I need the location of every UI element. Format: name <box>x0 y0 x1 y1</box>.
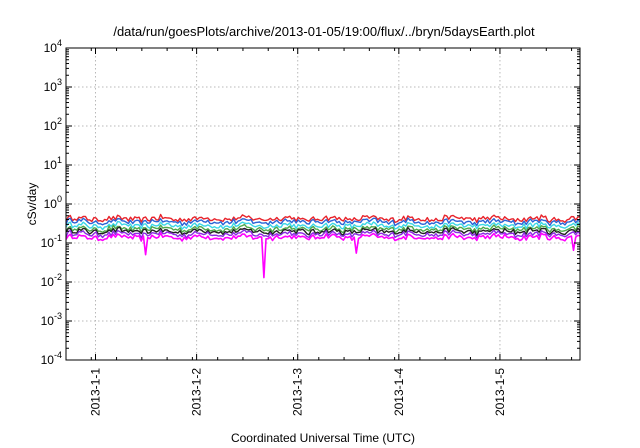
series-line <box>65 217 581 227</box>
y-axis: 10-4 10-3 10-2 10-1 100 101 102 103 104 <box>41 38 580 367</box>
series-line <box>65 229 581 239</box>
series-line <box>65 213 581 224</box>
x-tick-label: 2013-1-3 <box>291 368 305 416</box>
x-tick-label: 2013-1-5 <box>493 368 507 416</box>
series-line <box>65 226 581 237</box>
y-tick-label: 100 <box>44 194 62 211</box>
y-tick-label: 101 <box>44 155 62 172</box>
grid <box>66 48 580 360</box>
y-tick-label: 10-4 <box>41 350 62 367</box>
x-axis-label: Coordinated Universal Time (UTC) <box>231 431 415 445</box>
series-line <box>65 220 581 231</box>
series-group <box>65 213 581 279</box>
chart-title: /data/run/goesPlots/archive/2013-01-05/1… <box>113 24 535 39</box>
x-axis: 2013-1-1 2013-1-2 2013-1-3 2013-1-4 2013-1-5 <box>65 48 573 416</box>
x-tick-label: 2013-1-2 <box>190 368 204 416</box>
y-tick-label: 102 <box>44 116 62 133</box>
y-tick-label: 104 <box>44 38 62 55</box>
y-tick-label: 10-1 <box>41 233 62 250</box>
y-tick-label: 103 <box>44 77 62 94</box>
x-tick-label: 2013-1-4 <box>392 368 406 416</box>
y-axis-label: cSv/day <box>25 183 39 226</box>
y-tick-label: 10-3 <box>41 311 62 328</box>
series-line <box>65 223 581 234</box>
series-line <box>65 232 581 279</box>
y-tick-label: 10-2 <box>41 272 62 289</box>
x-tick-label: 2013-1-1 <box>88 368 102 416</box>
